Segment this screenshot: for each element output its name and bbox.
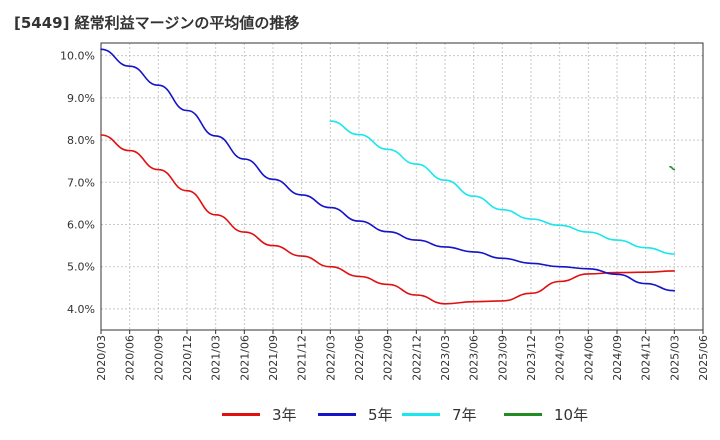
y-tick-label: 9.0% [67,92,95,105]
chart-legend: 3年 5年 7年 10年 [0,400,720,430]
x-tick-label: 2025/03 [668,335,681,381]
legend-label-7y: 7年 [452,405,477,424]
x-tick-label: 2023/06 [468,335,481,381]
x-tick-label: 2023/09 [496,335,509,381]
x-tick-label: 2021/06 [238,335,251,381]
x-tick-label: 2020/03 [95,335,108,381]
legend-swatch-7y [402,412,440,416]
series-line-3 [669,165,676,171]
x-tick-label: 2021/03 [210,335,223,381]
legend-label-10y: 10年 [554,405,589,424]
series-line-0 [100,134,676,305]
legend-swatch-3y [222,412,260,416]
series-line-1 [100,48,676,292]
y-tick-label: 10.0% [60,50,95,63]
x-tick-label: 2020/12 [181,335,194,381]
x-tick-label: 2024/09 [611,335,624,381]
legend-item-7y[interactable]: 7年 [402,400,477,428]
x-tick-label: 2024/12 [640,335,653,381]
y-tick-label: 4.0% [67,303,95,316]
legend-swatch-10y [504,412,542,416]
x-tick-label: 2020/06 [124,335,137,381]
legend-item-3y[interactable]: 3年 [222,400,297,428]
x-tick-label: 2022/06 [353,335,366,381]
x-tick-label: 2024/06 [582,335,595,381]
legend-swatch-5y [318,412,356,416]
x-tick-label: 2024/03 [554,335,567,381]
y-tick-label: 8.0% [67,134,95,147]
chart-title: [5449] 経常利益マージンの平均値の推移 [14,14,300,32]
y-tick-label: 6.0% [67,218,95,231]
x-tick-label: 2023/12 [525,335,538,381]
y-tick-label: 5.0% [67,261,95,274]
y-tick-label: 7.0% [67,176,95,189]
x-tick-label: 2020/09 [152,335,165,381]
plot-frame [100,42,704,331]
x-tick-label: 2021/09 [267,335,280,381]
series-line-2 [329,120,676,255]
x-tick-label: 2022/12 [410,335,423,381]
x-tick-label: 2022/09 [382,335,395,381]
x-tick-label: 2022/03 [324,335,337,381]
x-tick-label: 2023/03 [439,335,452,381]
x-tick-label: 2025/06 [697,335,710,381]
legend-item-5y[interactable]: 5年 [318,400,393,428]
legend-item-10y[interactable]: 10年 [504,400,588,428]
x-tick-label: 2021/12 [296,335,309,381]
legend-label-3y: 3年 [272,405,297,424]
legend-label-5y: 5年 [368,405,393,424]
